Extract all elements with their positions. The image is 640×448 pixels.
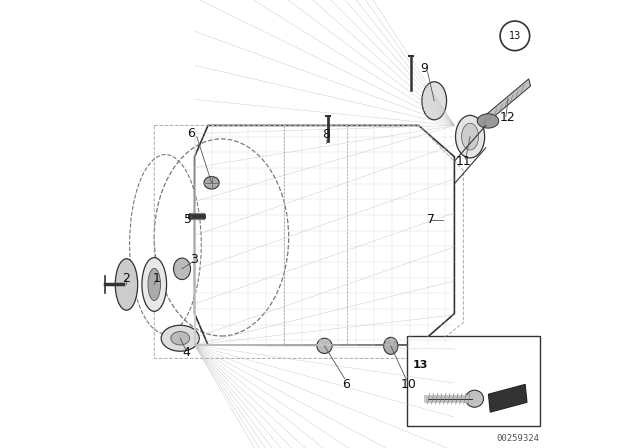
Polygon shape: [488, 384, 527, 412]
Ellipse shape: [204, 177, 220, 189]
Text: 6: 6: [188, 127, 195, 140]
Ellipse shape: [171, 332, 189, 345]
Text: 1: 1: [152, 272, 161, 285]
Text: 12: 12: [499, 111, 515, 124]
Text: 9: 9: [420, 61, 428, 75]
Text: 00259324: 00259324: [497, 434, 540, 443]
Circle shape: [500, 21, 530, 51]
Text: 5: 5: [184, 213, 192, 226]
Ellipse shape: [422, 82, 447, 120]
Text: 3: 3: [189, 253, 198, 267]
Text: 10: 10: [400, 378, 416, 391]
Ellipse shape: [148, 268, 161, 301]
Ellipse shape: [466, 390, 484, 407]
Text: 8: 8: [322, 128, 330, 141]
Text: 4: 4: [182, 346, 191, 359]
Ellipse shape: [456, 116, 484, 158]
Ellipse shape: [173, 258, 191, 280]
Ellipse shape: [383, 337, 398, 354]
Polygon shape: [482, 79, 531, 125]
Ellipse shape: [317, 338, 332, 353]
Ellipse shape: [115, 259, 138, 310]
Ellipse shape: [142, 258, 166, 311]
Ellipse shape: [461, 123, 479, 150]
Text: 13: 13: [412, 360, 428, 370]
Text: 6: 6: [342, 378, 350, 391]
Text: 13: 13: [509, 31, 521, 41]
Text: 2: 2: [122, 272, 131, 285]
Ellipse shape: [477, 114, 499, 128]
Bar: [407, 336, 540, 426]
Ellipse shape: [161, 325, 199, 351]
Text: 11: 11: [456, 155, 471, 168]
Text: 7: 7: [427, 213, 435, 226]
